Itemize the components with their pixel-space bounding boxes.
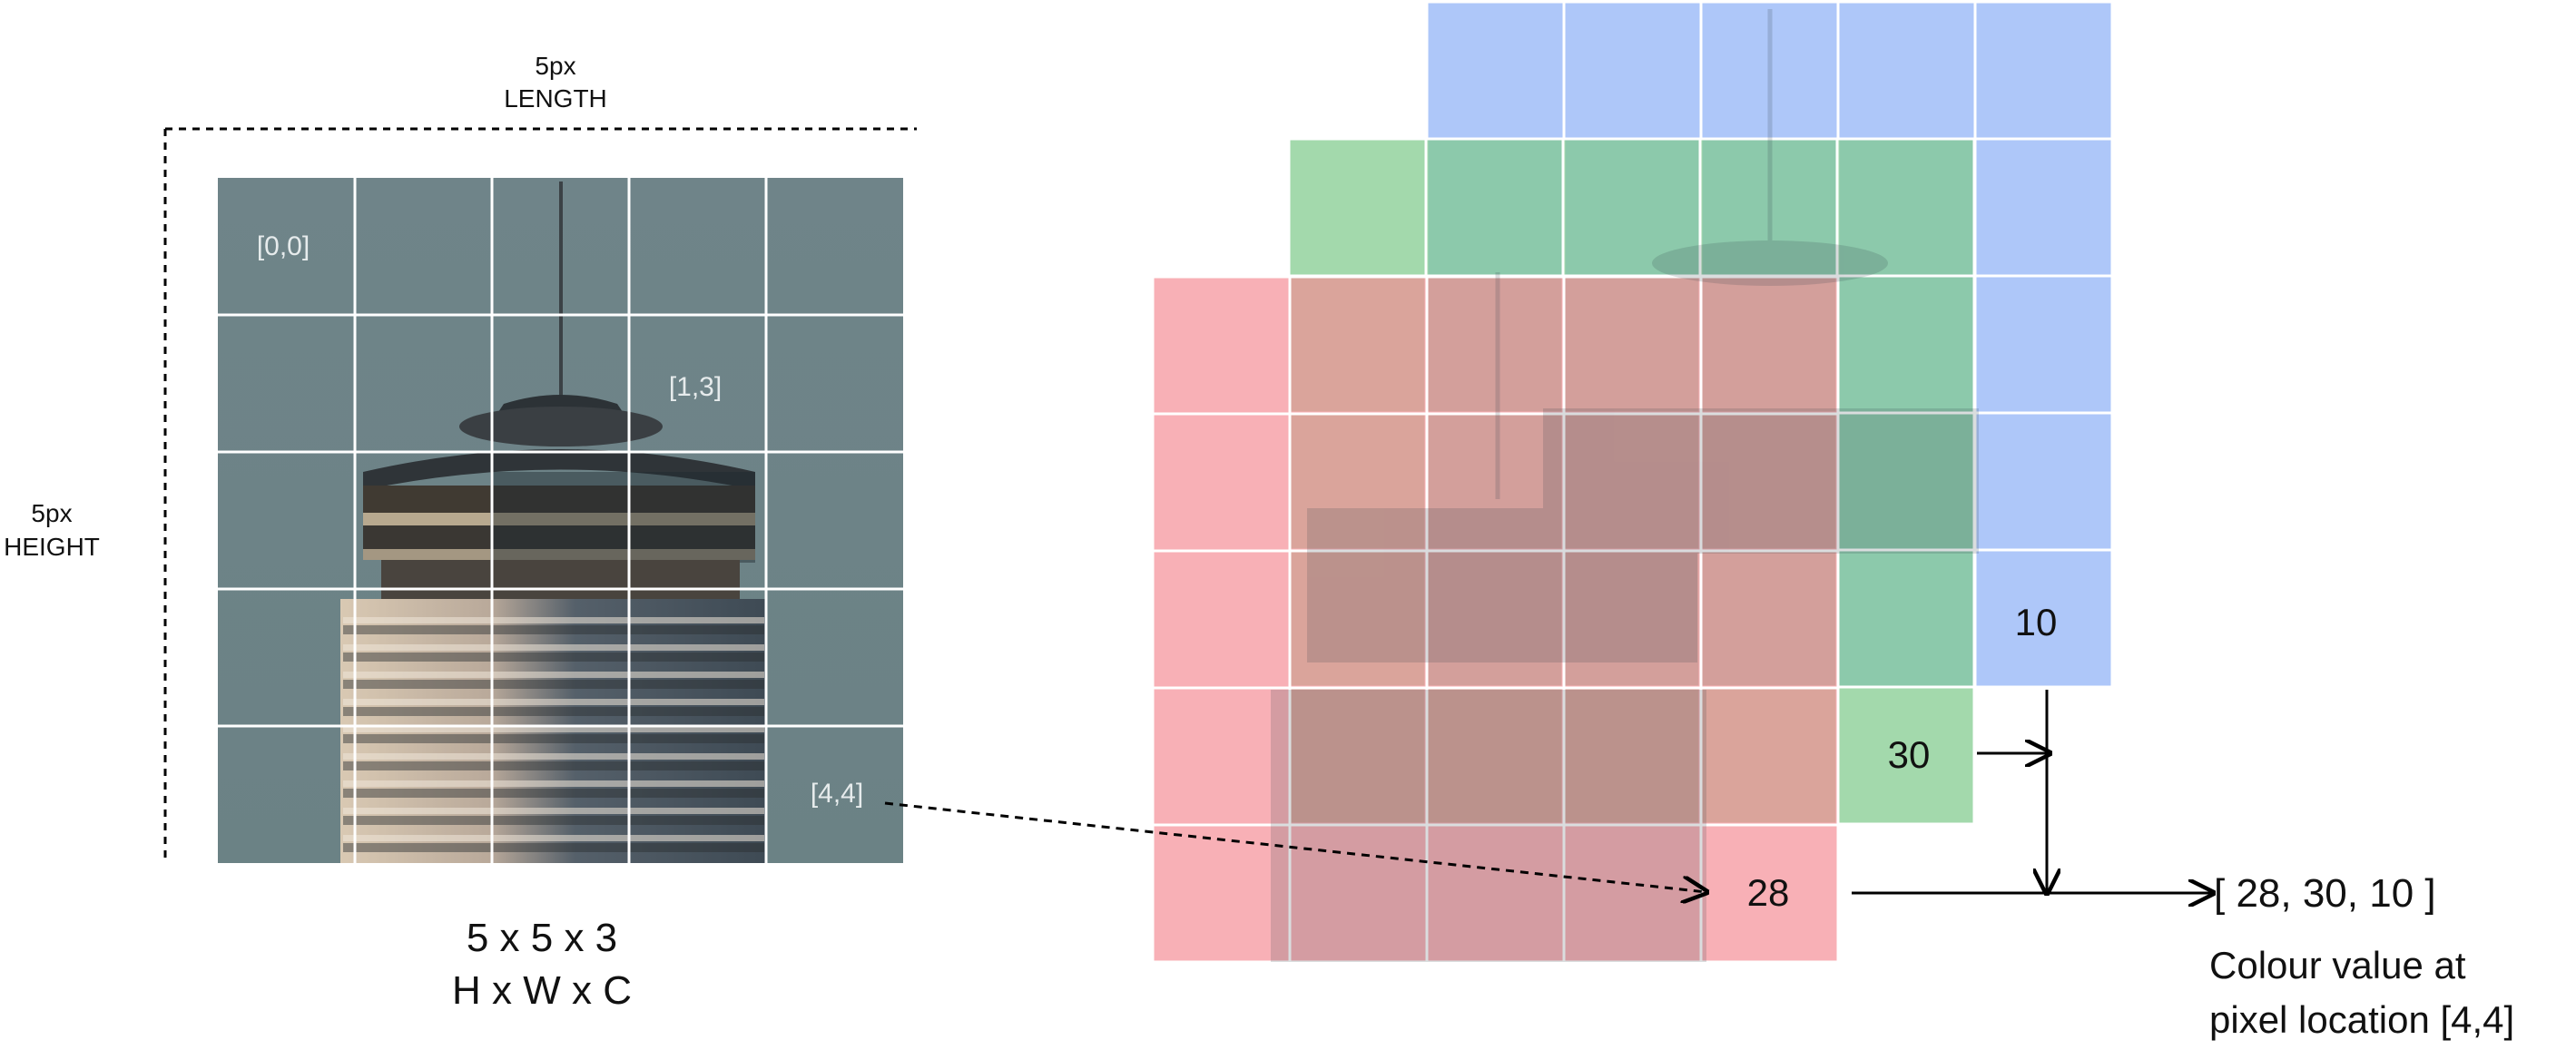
red-cell [1151,412,1292,553]
blue-cell [1973,274,2114,415]
red-cell [1699,412,1840,553]
red-cell [1151,275,1292,416]
blue-cell [1973,137,2114,278]
shape-label: 5 x 5 x 3 [467,916,617,960]
photo-grid [218,178,903,863]
result-caption-line1: Colour value at [2209,944,2466,986]
blue-cell [1973,411,2114,552]
green-cell [1835,274,1976,415]
red-cell [1425,549,1566,690]
red-cell [1699,686,1840,827]
blue-cell [1973,548,2114,689]
green-cell [1424,137,1565,278]
coord-corner: [4,4] [811,779,863,809]
blue-cell [1562,0,1703,141]
red-cell [1562,412,1703,553]
blue-cell [1836,0,1977,141]
blue-value: 10 [2015,601,2058,643]
red-channel-layer [1151,275,1840,964]
dimension-guides [163,127,917,858]
red-cell [1699,275,1840,416]
blue-cell [1973,0,2114,141]
height-label: HEIGHT [4,533,100,561]
red-cell [1288,549,1429,690]
green-cell [1287,137,1428,278]
red-cell [1151,686,1292,827]
red-cell [1425,686,1566,827]
dims-label: H x W x C [452,968,632,1013]
length-value: 5px [535,52,575,80]
red-value: 28 [1747,871,1790,914]
green-cell [1835,548,1976,689]
tower-photo [218,178,903,863]
length-label: LENGTH [504,84,607,113]
red-cell [1562,275,1703,416]
blue-cell [1425,0,1566,141]
channel-tower-silhouette [1271,9,1979,962]
coord-origin: [0,0] [257,231,310,261]
red-cell [1562,686,1703,827]
height-value: 5px [31,499,72,527]
coord-mid: [1,3] [669,372,722,402]
green-cell [1835,137,1976,278]
red-cell [1151,823,1292,964]
blue-cell [1699,0,1840,141]
result-vector: [ 28, 30, 10 ] [2214,871,2436,916]
red-cell [1288,275,1429,416]
connector-lines [884,690,2213,893]
green-cell [1835,685,1976,826]
red-cell [1288,823,1429,964]
result-caption-line2: pixel location [4,4] [2209,998,2514,1041]
red-cell [1562,823,1703,964]
red-cell [1425,823,1566,964]
red-cell [1699,549,1840,690]
red-cell [1151,549,1292,690]
green-value: 30 [1888,733,1931,776]
red-cell [1288,686,1429,827]
